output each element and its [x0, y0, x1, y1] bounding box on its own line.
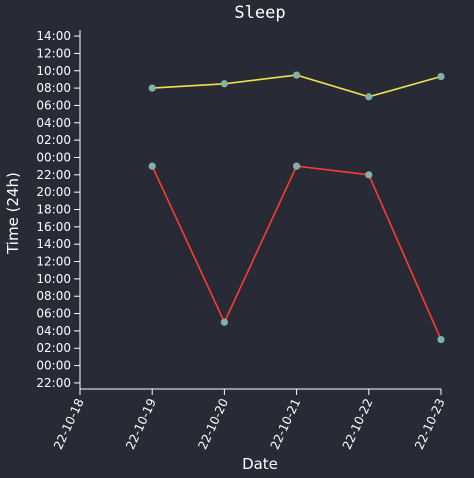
- y-tick-label: 12:00: [36, 46, 71, 60]
- y-axis-label: Time (24h): [4, 172, 22, 255]
- data-point: [220, 80, 228, 88]
- y-tick-label: 00:00: [36, 359, 71, 373]
- y-tick-label: 14:00: [36, 29, 71, 43]
- y-tick-label: 20:00: [36, 185, 71, 199]
- y-tick-label: 06:00: [36, 307, 71, 321]
- data-point: [437, 72, 445, 81]
- y-tick-label: 08:00: [36, 289, 71, 303]
- x-tick-label: 22-10-18: [51, 396, 87, 451]
- y-tick-label: 10:00: [36, 64, 71, 78]
- y-tick-label: 02:00: [36, 133, 71, 147]
- y-tick-label: 22:00: [36, 168, 71, 182]
- y-axis: 22:00 00:00 02:00 04:00 06:00 08:00 10:00 12:00…: [36, 29, 81, 390]
- y-tick-label: 12:00: [36, 255, 71, 269]
- y-tick-label: 04:00: [36, 116, 71, 130]
- y-tick-label: 18:00: [36, 203, 71, 217]
- x-tick-label: 22-10-21: [268, 396, 304, 451]
- data-point: [365, 171, 373, 179]
- y-tick-label: 08:00: [36, 81, 71, 95]
- data-point: [365, 93, 373, 101]
- data-point: [148, 84, 156, 92]
- y-tick-label: 02:00: [36, 341, 71, 355]
- y-tick-label: 04:00: [36, 324, 71, 338]
- series-group: [148, 71, 445, 344]
- x-axis-label: Date: [242, 455, 278, 473]
- data-point: [293, 162, 301, 170]
- y-tick-label: 14:00: [36, 237, 71, 251]
- y-tick-label: 22:00: [36, 376, 71, 390]
- chart-title: Sleep: [234, 3, 285, 23]
- y-tick-label: 10:00: [36, 272, 71, 286]
- data-point: [220, 318, 228, 326]
- x-tick-label: 22-10-23: [412, 396, 448, 451]
- x-tick-label: 22-10-19: [123, 396, 159, 451]
- data-point: [293, 71, 301, 79]
- y-tick-label: 16:00: [36, 220, 71, 234]
- x-tick-label: 22-10-22: [340, 396, 376, 451]
- x-tick-label: 22-10-20: [195, 396, 231, 451]
- x-axis: 22-10-18 22-10-19 22-10-20 22-10-21 22-10-22…: [51, 388, 448, 452]
- y-tick-label: 00:00: [36, 150, 71, 164]
- data-point: [437, 335, 445, 344]
- data-point: [148, 162, 156, 170]
- series-line-0: [151, 165, 442, 340]
- y-tick-label: 06:00: [36, 98, 71, 112]
